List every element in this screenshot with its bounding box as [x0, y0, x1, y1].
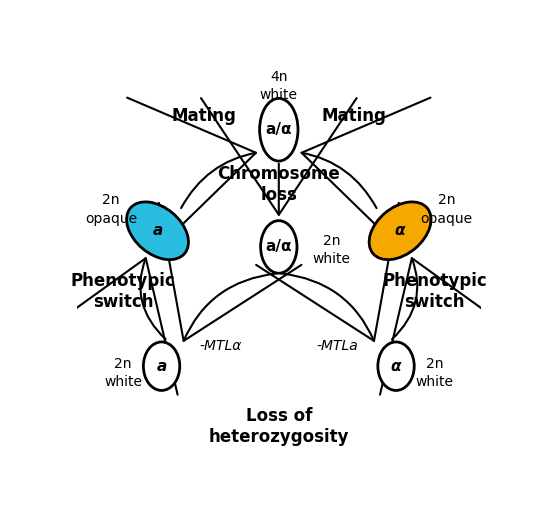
Ellipse shape [261, 220, 297, 273]
Text: a/α: a/α [265, 122, 292, 137]
FancyArrowPatch shape [159, 203, 301, 341]
Text: a/α: a/α [265, 239, 292, 255]
Text: opaque: opaque [85, 212, 137, 226]
Text: Phenotypic
switch: Phenotypic switch [382, 272, 487, 311]
Ellipse shape [378, 342, 414, 391]
Text: 2n: 2n [323, 234, 340, 248]
Text: 2n: 2n [102, 193, 120, 207]
Text: a: a [152, 223, 163, 238]
FancyArrowPatch shape [301, 98, 430, 250]
Text: white: white [104, 375, 142, 390]
Text: α: α [395, 223, 405, 238]
Text: -MTLα: -MTLα [199, 339, 242, 353]
Ellipse shape [144, 342, 180, 391]
Text: 2n: 2n [438, 193, 455, 207]
Ellipse shape [127, 202, 188, 260]
Ellipse shape [259, 98, 298, 161]
FancyArrowPatch shape [32, 258, 177, 395]
Text: Mating: Mating [171, 107, 237, 124]
Text: white: white [416, 375, 454, 390]
Text: opaque: opaque [421, 212, 473, 226]
Text: α: α [391, 359, 401, 374]
FancyArrowPatch shape [127, 98, 256, 250]
Text: 2n: 2n [114, 357, 132, 371]
Text: Mating: Mating [321, 107, 386, 124]
Ellipse shape [369, 202, 431, 260]
Text: Chromosome
loss: Chromosome loss [218, 165, 340, 204]
FancyArrowPatch shape [201, 98, 356, 215]
Text: -MTLa: -MTLa [317, 339, 358, 353]
Text: white: white [312, 252, 350, 266]
Text: 4n: 4n [270, 70, 288, 84]
FancyArrowPatch shape [380, 258, 526, 395]
Text: Phenotypic
switch: Phenotypic switch [71, 272, 176, 311]
Text: Loss of
heterozygosity: Loss of heterozygosity [208, 407, 349, 446]
FancyArrowPatch shape [256, 203, 399, 341]
Text: a: a [157, 359, 166, 374]
Text: white: white [260, 88, 298, 102]
Text: 2n: 2n [426, 357, 443, 371]
